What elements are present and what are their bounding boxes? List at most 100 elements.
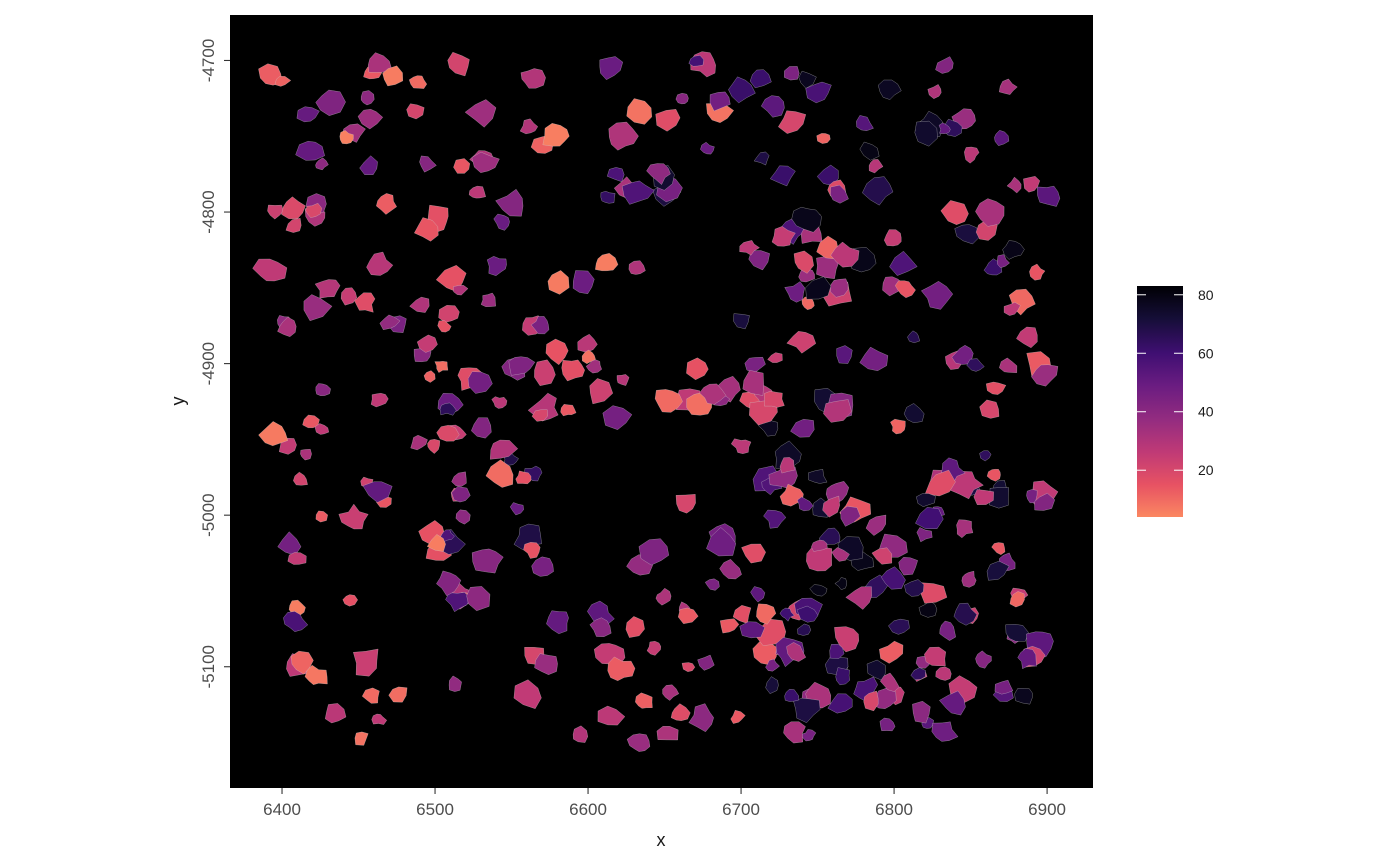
cell-polygon — [413, 217, 439, 242]
cell-polygon — [915, 507, 944, 530]
cell-polygon — [531, 409, 548, 422]
cell-polygon — [700, 141, 715, 155]
cell-polygon — [359, 155, 378, 175]
cell-polygon — [287, 552, 307, 565]
cell-polygon — [859, 346, 889, 372]
cell-polygon — [670, 703, 691, 721]
cell-polygon — [471, 151, 500, 173]
y-tick-label: -5100 — [199, 645, 218, 688]
cell-polygon — [608, 121, 639, 151]
x-tick-label: 6700 — [722, 800, 760, 819]
cell-polygon — [371, 713, 388, 725]
cell-polygon — [513, 679, 542, 710]
cell-polygon — [749, 69, 772, 89]
cell-polygon — [924, 646, 947, 667]
cell-polygon — [920, 281, 954, 310]
cell-polygon — [675, 92, 689, 105]
cell-polygon — [784, 66, 800, 81]
cell-polygon — [448, 675, 462, 692]
cell-polygon — [509, 502, 524, 516]
cell-polygon — [1023, 176, 1041, 193]
cell-polygon — [547, 270, 570, 295]
cell-polygon — [455, 509, 471, 525]
cell-polygon — [602, 405, 633, 430]
cell-polygon — [806, 546, 833, 572]
cell-polygon — [765, 676, 779, 695]
cell-polygon — [704, 578, 720, 591]
cell-polygon — [675, 494, 696, 514]
cell-polygon — [938, 122, 951, 134]
cell-polygon — [258, 421, 289, 447]
cell-polygon — [274, 76, 292, 87]
cell-polygon — [464, 99, 497, 128]
cell-polygon — [360, 90, 375, 106]
cell-polygon — [626, 733, 651, 752]
cell-polygon — [595, 253, 619, 272]
cell-polygon — [831, 547, 850, 562]
cell-polygon — [845, 586, 872, 610]
cell-polygon — [879, 717, 896, 732]
cell-polygon — [646, 640, 662, 656]
cell-polygon — [994, 679, 1014, 695]
y-tick-label: -4800 — [199, 190, 218, 233]
cell-polygon — [366, 251, 394, 276]
cell-polygon — [998, 78, 1018, 95]
cell-polygon — [790, 418, 815, 438]
cell-polygon — [868, 159, 884, 174]
cell-polygon — [362, 481, 393, 503]
cell-polygon — [760, 95, 785, 118]
cell-polygon — [315, 510, 328, 523]
cell-polygon — [1029, 263, 1046, 281]
cell-polygon — [423, 370, 436, 383]
cell-polygon — [786, 642, 807, 662]
cell-polygon — [769, 165, 796, 187]
cell-polygon — [939, 690, 966, 716]
cell-polygon — [786, 331, 817, 354]
cell-polygon — [779, 457, 795, 474]
cell-polygon — [706, 527, 737, 557]
colorbar — [1137, 286, 1183, 517]
cell-polygon — [800, 729, 817, 742]
cell-polygon — [903, 579, 925, 597]
cell-polygon — [314, 423, 330, 435]
y-axis-title: y — [168, 397, 188, 406]
cell-polygon — [991, 542, 1006, 555]
cell-polygon — [486, 256, 507, 276]
cell-polygon — [823, 399, 852, 423]
y-axis: -4700 -4800 -4900 -5000 -5100 — [199, 39, 230, 688]
cell-polygon — [767, 352, 783, 363]
cell-polygon — [625, 616, 645, 638]
cell-polygon — [709, 91, 731, 112]
cell-polygon — [822, 495, 840, 518]
cell-polygon — [771, 226, 796, 247]
cell-polygon — [1036, 185, 1061, 207]
x-axis: 6400 6500 6600 6700 6800 6900 — [263, 788, 1066, 819]
cell-polygon — [277, 316, 297, 337]
cell-polygon — [495, 188, 524, 217]
cell-polygon — [889, 250, 918, 276]
cell-polygon — [491, 396, 508, 409]
cell-polygon — [827, 693, 853, 714]
cell-polygon — [883, 229, 902, 247]
cell-polygon — [877, 79, 902, 100]
cell-polygon — [1026, 489, 1038, 504]
cell-polygon — [986, 468, 1001, 482]
cell-polygon — [779, 607, 795, 622]
cell-polygon — [997, 254, 1010, 269]
cell-polygon — [379, 314, 401, 331]
cell-polygon — [699, 383, 727, 405]
cell-polygon — [783, 721, 806, 744]
colorbar-legend: 20 40 60 80 — [1137, 286, 1214, 517]
cell-polygon — [935, 56, 954, 74]
cell-polygon — [340, 287, 358, 306]
cell-polygon — [508, 356, 536, 376]
cell-polygon — [836, 345, 853, 364]
cell-polygon — [797, 623, 812, 636]
cell-polygon — [1016, 326, 1038, 349]
cell-polygon — [808, 469, 828, 484]
cell-polygon — [764, 390, 785, 408]
cell-polygon — [352, 648, 379, 677]
cell-polygon — [834, 626, 860, 653]
cell-polygon — [655, 109, 681, 132]
cell-polygon — [315, 89, 346, 116]
